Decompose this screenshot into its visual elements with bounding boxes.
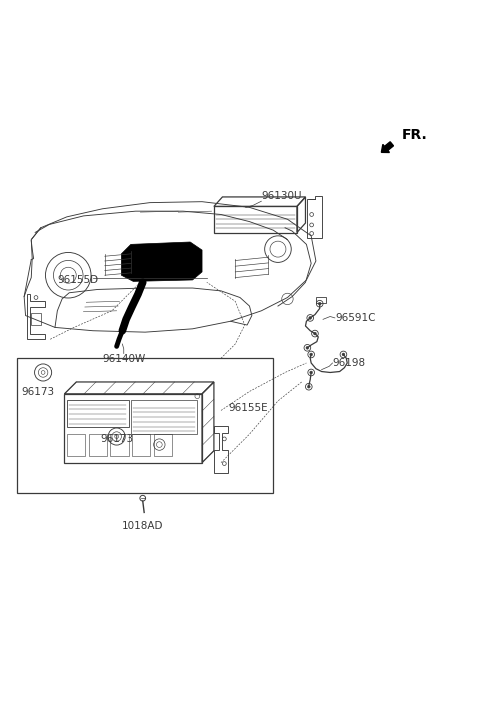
Bar <box>64 394 202 462</box>
Text: 96198: 96198 <box>333 358 366 368</box>
Circle shape <box>342 353 345 356</box>
Text: 1018AD: 1018AD <box>122 520 164 530</box>
Text: 96591C: 96591C <box>335 313 375 323</box>
Bar <box>214 206 297 233</box>
Text: 96173: 96173 <box>100 434 133 444</box>
Polygon shape <box>188 250 197 268</box>
Bar <box>89 434 107 455</box>
Text: 96130U: 96130U <box>261 191 302 201</box>
Circle shape <box>307 385 310 388</box>
Circle shape <box>310 353 312 356</box>
Text: 96140W: 96140W <box>102 354 145 363</box>
Bar <box>67 399 129 427</box>
Polygon shape <box>121 242 202 281</box>
Circle shape <box>309 317 312 320</box>
Bar <box>17 358 273 493</box>
Circle shape <box>318 303 321 305</box>
Bar <box>31 313 41 325</box>
Text: 96173: 96173 <box>22 387 55 397</box>
Text: 96155E: 96155E <box>228 403 268 413</box>
Text: 96155D: 96155D <box>57 275 98 285</box>
Bar <box>154 434 172 455</box>
FancyArrow shape <box>382 142 394 153</box>
Bar <box>131 399 197 434</box>
Bar <box>132 434 150 455</box>
Circle shape <box>306 346 309 349</box>
Circle shape <box>310 371 312 374</box>
Bar <box>110 434 129 455</box>
Text: FR.: FR. <box>401 128 427 142</box>
Circle shape <box>313 332 316 335</box>
Bar <box>316 297 326 303</box>
Bar <box>67 434 85 455</box>
